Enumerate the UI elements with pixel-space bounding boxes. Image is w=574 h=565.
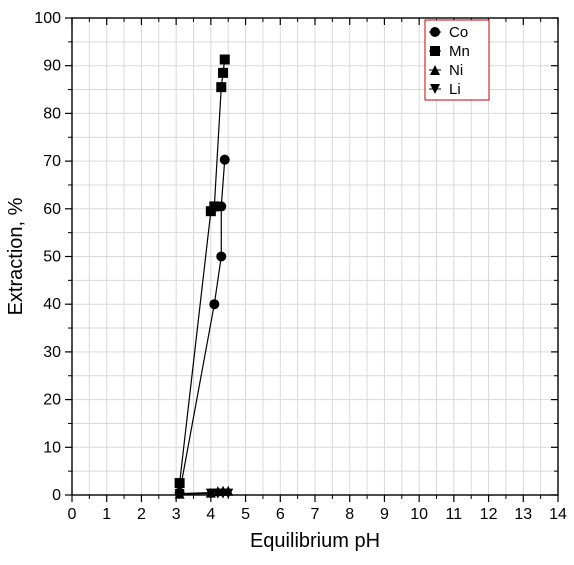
legend-label-ni: Ni: [449, 62, 463, 79]
x-tick-label: 4: [206, 506, 215, 523]
x-tick-label: 9: [380, 506, 389, 523]
x-tick-label: 3: [172, 506, 181, 523]
x-tick-label: 0: [68, 506, 77, 523]
x-tick-label: 12: [480, 506, 498, 523]
x-tick-label: 1: [102, 506, 111, 523]
y-axis-label: Extraction, %: [5, 197, 27, 315]
y-tick-label: 80: [43, 105, 61, 122]
y-tick-label: 90: [43, 58, 61, 75]
y-tick-label: 10: [43, 439, 61, 456]
legend-label-mn: Mn: [449, 43, 470, 60]
x-tick-label: 8: [345, 506, 354, 523]
x-tick-label: 14: [549, 506, 567, 523]
x-tick-label: 2: [137, 506, 146, 523]
x-tick-label: 7: [311, 506, 320, 523]
y-tick-label: 100: [34, 10, 61, 27]
x-tick-label: 13: [514, 506, 532, 523]
x-tick-label: 6: [276, 506, 285, 523]
y-tick-label: 30: [43, 344, 61, 361]
y-tick-label: 0: [52, 487, 61, 504]
extraction-chart: 0123456789101112131401020304050607080901…: [0, 0, 574, 565]
x-tick-label: 10: [410, 506, 428, 523]
x-axis-label: Equilibrium pH: [250, 530, 380, 552]
y-tick-label: 20: [43, 392, 61, 409]
legend-label-co: Co: [449, 24, 468, 41]
y-tick-label: 40: [43, 296, 61, 313]
y-tick-label: 50: [43, 249, 61, 266]
y-tick-label: 70: [43, 153, 61, 170]
legend-label-li: Li: [449, 81, 461, 98]
y-tick-label: 60: [43, 201, 61, 218]
x-tick-label: 11: [446, 506, 463, 523]
x-tick-label: 5: [241, 506, 250, 523]
